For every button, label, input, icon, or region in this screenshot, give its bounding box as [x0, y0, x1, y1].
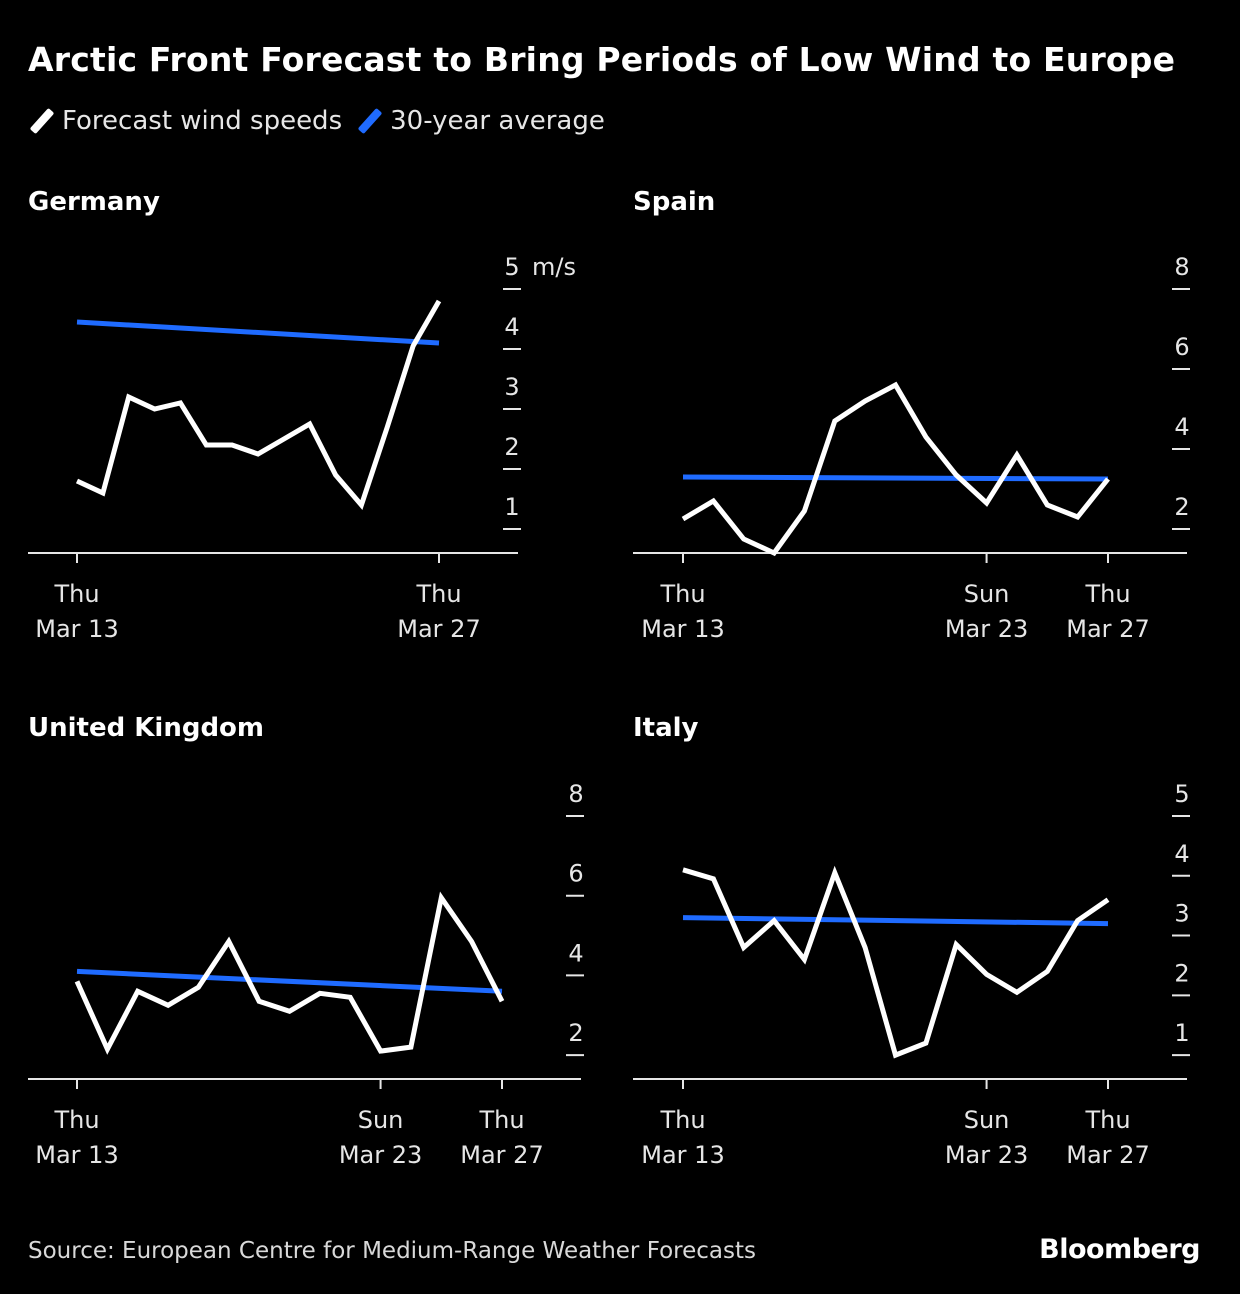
italy-xtick-day: Thu — [1084, 1106, 1130, 1134]
spain-average-line — [682, 474, 1109, 482]
united-kingdom-xtick-day: Sun — [358, 1106, 404, 1134]
italy-xtick-day: Sun — [964, 1106, 1010, 1134]
italy-xtick-date: Mar 27 — [1066, 1141, 1149, 1169]
panel-title-spain: Spain — [633, 187, 716, 217]
germany-ytick-label: 1 — [504, 493, 519, 521]
spain-xtick-day: Thu — [1084, 580, 1130, 608]
spain-ytick-label: 2 — [1174, 493, 1189, 521]
spain-ytick-label: 4 — [1174, 413, 1189, 441]
spain-ytick-label: 6 — [1174, 333, 1189, 361]
legend-item-average: 30-year average — [356, 106, 605, 136]
italy-ytick-label: 4 — [1174, 840, 1189, 868]
italy-average-line — [682, 915, 1109, 927]
spain-forecast-line — [681, 381, 1110, 557]
source-note: Source: European Centre for Medium-Range… — [28, 1238, 757, 1264]
spain-xtick-date: Mar 13 — [641, 615, 724, 643]
germany-xtick-date: Mar 27 — [397, 615, 480, 643]
united-kingdom-xtick-date: Mar 27 — [460, 1141, 543, 1169]
bloomberg-logo: Bloomberg — [1039, 1234, 1200, 1265]
united-kingdom-ytick-label: 4 — [568, 939, 583, 967]
united-kingdom-xtick-day: Thu — [53, 1106, 99, 1134]
united-kingdom-average-line — [76, 968, 503, 994]
panel-title-italy: Italy — [633, 713, 699, 743]
panel-title-united-kingdom: United Kingdom — [28, 713, 265, 743]
italy-xtick-day: Thu — [659, 1106, 705, 1134]
germany-xtick-day: Thu — [415, 580, 461, 608]
spain-xtick-day: Sun — [964, 580, 1010, 608]
italy-xtick-date: Mar 13 — [641, 1141, 724, 1169]
spain-ytick-label: 8 — [1174, 253, 1189, 281]
germany-average-line — [76, 319, 440, 346]
united-kingdom-forecast-line — [74, 891, 505, 1055]
united-kingdom-ytick-label: 6 — [568, 860, 583, 888]
united-kingdom-xtick-day: Thu — [478, 1106, 524, 1134]
united-kingdom-ytick-label: 2 — [568, 1019, 583, 1047]
spain-xtick-date: Mar 23 — [945, 615, 1028, 643]
germany-unit-label: m/s — [532, 253, 576, 281]
united-kingdom-xtick-date: Mar 13 — [35, 1141, 118, 1169]
italy-ytick-label: 5 — [1174, 780, 1189, 808]
united-kingdom-ytick-label: 8 — [568, 780, 583, 808]
united-kingdom-xtick-date: Mar 23 — [339, 1141, 422, 1169]
italy-ytick-label: 3 — [1174, 900, 1189, 928]
germany-ytick-label: 2 — [504, 433, 519, 461]
italy-ytick-label: 2 — [1174, 959, 1189, 987]
legend-forecast-label: Forecast wind speeds — [62, 106, 343, 136]
legend-item-forecast: Forecast wind speeds — [28, 106, 342, 136]
panel-title-germany: Germany — [28, 187, 160, 217]
germany-ytick-label: 4 — [504, 313, 519, 341]
spain-xtick-day: Thu — [659, 580, 705, 608]
germany-ytick-label: 5 — [504, 253, 519, 281]
italy-xtick-date: Mar 23 — [945, 1141, 1028, 1169]
legend: Forecast wind speeds 30-year average — [28, 106, 619, 136]
germany-xtick-date: Mar 13 — [35, 615, 118, 643]
germany-xtick-day: Thu — [53, 580, 99, 608]
legend-average-label: 30-year average — [390, 106, 605, 136]
italy-ytick-label: 1 — [1174, 1019, 1189, 1047]
chart-title: Arctic Front Forecast to Bring Periods o… — [28, 40, 1176, 79]
italy-forecast-line — [682, 865, 1110, 1059]
germany-ytick-label: 3 — [504, 373, 519, 401]
spain-xtick-date: Mar 27 — [1066, 615, 1149, 643]
germany-forecast-line — [75, 299, 442, 510]
